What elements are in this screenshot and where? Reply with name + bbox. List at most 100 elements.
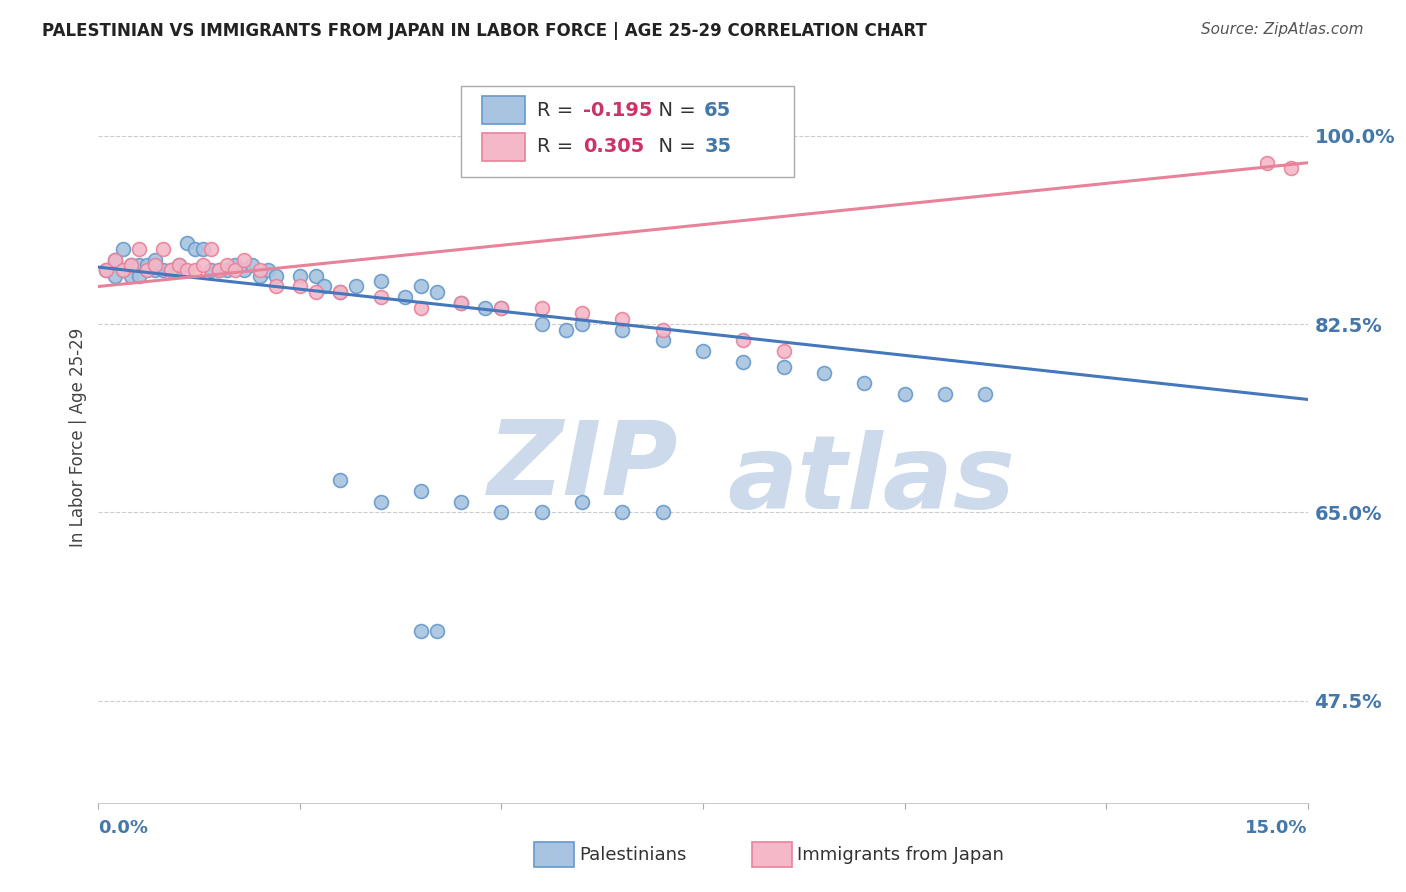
Point [120,258,142,272]
Point [232,252,254,267]
Text: N =: N = [647,137,702,156]
Point [240,258,263,272]
Text: 35: 35 [704,137,731,156]
Point [120,268,142,283]
Point [256,263,278,277]
Point [329,473,352,487]
Point [160,263,183,277]
Point [651,333,673,347]
Point [612,311,634,326]
Text: R =: R = [537,101,579,120]
Text: Palestinians: Palestinians [579,846,686,863]
Point [128,268,150,283]
Point [934,387,956,401]
Point [450,295,472,310]
Text: Immigrants from Japan: Immigrants from Japan [797,846,1004,863]
Point [474,301,496,315]
Point [409,279,432,293]
Point [450,494,472,508]
Point [111,263,134,277]
Point [193,242,215,256]
Point [264,279,287,293]
Point [571,306,593,320]
Point [305,268,328,283]
Point [409,301,432,315]
Point [530,505,553,519]
Point [450,295,472,310]
Point [103,252,125,267]
Point [733,355,755,369]
Text: R =: R = [537,137,579,156]
Point [555,322,578,336]
Point [288,268,311,283]
Point [370,274,392,288]
Point [176,263,198,277]
Point [224,263,246,277]
Point [426,285,449,299]
Point [128,242,150,256]
Point [96,263,118,277]
Point [232,263,254,277]
Point [152,263,174,277]
Point [491,301,513,315]
Point [530,317,553,331]
FancyBboxPatch shape [461,86,793,178]
Y-axis label: In Labor Force | Age 25-29: In Labor Force | Age 25-29 [69,327,87,547]
Text: atlas: atlas [727,431,1015,532]
Point [176,236,198,251]
Text: 65: 65 [704,101,731,120]
Text: PALESTINIAN VS IMMIGRANTS FROM JAPAN IN LABOR FORCE | AGE 25-29 CORRELATION CHAR: PALESTINIAN VS IMMIGRANTS FROM JAPAN IN … [42,22,927,40]
Point [853,376,876,391]
Point [143,258,166,272]
Text: 0.0%: 0.0% [98,819,149,837]
Point [184,263,207,277]
Point [160,263,183,277]
Point [249,263,271,277]
Point [120,258,142,272]
Text: 15.0%: 15.0% [1246,819,1308,837]
Bar [482,96,526,124]
Point [893,387,915,401]
Point [200,242,222,256]
Point [530,301,553,315]
Point [208,263,231,277]
Point [167,258,190,272]
Point [733,333,755,347]
Point [193,258,215,272]
Point [143,252,166,267]
Point [370,290,392,304]
Point [1281,161,1303,176]
Point [96,263,118,277]
Text: -0.195: -0.195 [583,101,652,120]
Point [103,268,125,283]
Point [651,322,673,336]
Point [217,263,239,277]
Point [167,263,190,277]
Point [288,279,311,293]
Point [184,242,207,256]
Text: N =: N = [647,101,702,120]
Point [135,263,157,277]
Point [491,505,513,519]
Text: ZIP: ZIP [488,416,679,516]
Point [772,344,794,359]
Point [264,268,287,283]
Point [152,242,174,256]
Point [612,322,634,336]
Point [571,317,593,331]
Point [111,263,134,277]
Point [305,285,328,299]
Bar [482,133,526,161]
Point [329,285,352,299]
Text: 0.305: 0.305 [583,137,644,156]
Point [217,258,239,272]
Point [128,258,150,272]
Point [651,505,673,519]
Point [612,505,634,519]
Point [200,263,222,277]
Point [103,252,125,267]
Point [692,344,714,359]
Point [409,483,432,498]
Point [772,360,794,375]
Point [314,279,336,293]
